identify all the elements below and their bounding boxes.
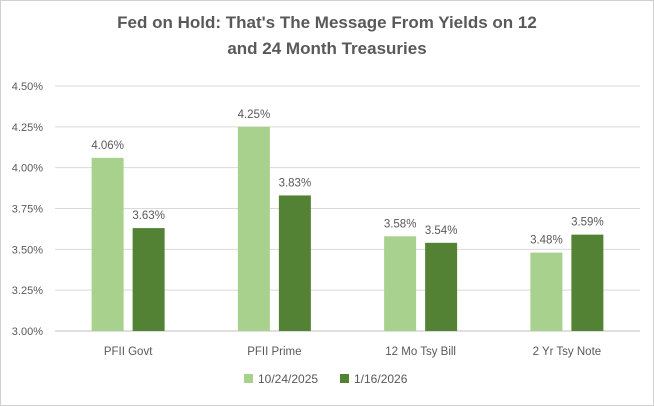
bar — [278, 195, 311, 331]
y-tick-label: 4.50% — [12, 81, 43, 93]
y-tick-label: 3.50% — [12, 244, 43, 256]
legend: 10/24/2025 1/16/2026 — [244, 372, 408, 386]
chart-title-line-1: Fed on Hold: That's The Message From Yie… — [117, 13, 537, 32]
y-axis-tick-labels: 3.00% 3.25% 3.50% 3.75% 4.00% 4.25% 4.50% — [12, 81, 43, 338]
bar — [571, 234, 604, 331]
chart-title-line-2: and 24 Month Treasuries — [227, 39, 427, 58]
data-label: 3.54% — [425, 225, 458, 237]
y-tick-label: 3.00% — [12, 326, 43, 338]
bars — [91, 126, 604, 331]
y-tick-label: 4.25% — [12, 122, 43, 134]
bar — [530, 252, 563, 331]
bar — [425, 242, 458, 331]
legend-swatch — [340, 374, 349, 383]
legend-swatch — [244, 374, 253, 383]
bar — [384, 236, 417, 331]
x-category-label: PFII Prime — [247, 346, 301, 358]
data-label: 3.58% — [384, 218, 417, 230]
data-label: 4.06% — [91, 140, 124, 152]
data-label: 3.63% — [132, 210, 165, 222]
data-label: 3.59% — [571, 217, 604, 229]
legend-label: 10/24/2025 — [258, 372, 318, 386]
data-labels: 4.06% 3.63% 4.25% 3.83% 3.58% 3.54% 3.48% 3.59% — [91, 109, 603, 247]
chart-title: Fed on Hold: That's The Message From Yie… — [0, 10, 654, 62]
data-label: 3.83% — [279, 177, 312, 189]
data-label: 3.48% — [530, 235, 563, 247]
legend-label: 1/16/2026 — [354, 372, 408, 386]
x-category-label: PFII Govt — [104, 346, 153, 358]
bar — [237, 126, 270, 331]
x-axis-category-labels: PFII Govt PFII Prime 12 Mo Tsy Bill 2 Yr Ts… — [104, 346, 601, 358]
x-category-label: 2 Yr Tsy Note — [533, 346, 602, 358]
bar — [132, 228, 165, 331]
y-tick-label: 3.75% — [12, 204, 43, 216]
data-label: 4.25% — [238, 109, 271, 121]
y-tick-label: 3.25% — [12, 285, 43, 297]
x-category-label: 12 Mo Tsy Bill — [385, 346, 456, 358]
y-tick-label: 4.00% — [12, 163, 43, 175]
bar — [91, 157, 124, 331]
